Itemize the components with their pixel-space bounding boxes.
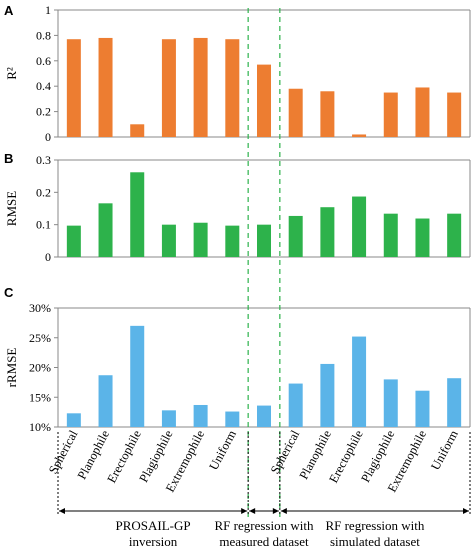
bar xyxy=(193,37,208,137)
bar xyxy=(415,390,430,427)
bar xyxy=(98,37,113,137)
bar xyxy=(383,379,398,427)
bar xyxy=(352,196,367,257)
bar xyxy=(161,224,176,257)
group-label: simulated dataset xyxy=(330,534,420,549)
y-tick-label: 10% xyxy=(29,420,51,434)
bar xyxy=(288,215,303,257)
panel-a: A 0 0.2 0.4 0.6 0.8 1 R² xyxy=(4,3,471,144)
y-tick-label: 0 xyxy=(45,250,51,264)
bar xyxy=(161,39,176,137)
panels: A 0 0.2 0.4 0.6 0.8 1 R² B 0 0.1 0.2 0.3 RMSE C 10% 15% 2… xyxy=(4,3,471,434)
y-axis-label: RMSE xyxy=(4,191,19,226)
bar xyxy=(66,225,81,257)
panel-b: B 0 0.1 0.2 0.3 RMSE xyxy=(4,151,471,264)
group-label: inversion xyxy=(129,534,178,549)
bar xyxy=(193,222,208,257)
y-tick-label: 30% xyxy=(29,301,51,315)
bar xyxy=(447,213,462,257)
bar xyxy=(66,39,81,137)
panel-letter: A xyxy=(4,3,14,18)
bar xyxy=(320,207,335,257)
y-tick-label: 0.6 xyxy=(36,54,51,68)
y-axis-label: R² xyxy=(4,67,19,80)
arrowhead xyxy=(280,508,287,514)
y-tick-label: 0.2 xyxy=(36,105,51,119)
group-label: measured dataset xyxy=(219,534,309,549)
group-label: RF regression with xyxy=(215,518,314,533)
y-tick-label: 0.8 xyxy=(36,28,51,42)
bar xyxy=(257,405,271,427)
bar xyxy=(320,363,335,427)
bar xyxy=(193,404,208,427)
y-tick-label: 0.3 xyxy=(36,153,51,167)
y-tick-label: 0.4 xyxy=(36,79,51,93)
bar xyxy=(257,224,271,257)
arrowhead xyxy=(241,508,248,514)
bar xyxy=(320,91,335,137)
bar xyxy=(383,92,398,137)
bar xyxy=(98,375,113,427)
y-tick-label: 20% xyxy=(29,361,51,375)
panel-c: C 10% 15% 20% 25% 30% rRMSE xyxy=(4,285,471,434)
bar xyxy=(447,378,462,427)
bar xyxy=(288,88,303,137)
bar xyxy=(225,411,240,427)
bar xyxy=(130,325,145,427)
panel-letter: B xyxy=(4,151,13,166)
x-category-labels: SphericalPlanophileErectophilePlagiophil… xyxy=(46,427,461,494)
arrowhead xyxy=(249,508,256,514)
bar xyxy=(352,336,367,427)
bar xyxy=(415,218,430,257)
bar xyxy=(161,410,176,427)
y-axis-label: rRMSE xyxy=(4,348,19,388)
bar xyxy=(415,87,430,137)
y-tick-label: 0 xyxy=(45,130,51,144)
bar xyxy=(98,203,113,257)
category-label: Spherical xyxy=(268,427,303,476)
group-label: PROSAIL-GP xyxy=(116,518,191,533)
bar xyxy=(288,383,303,427)
bar xyxy=(130,172,145,257)
arrowhead xyxy=(59,508,65,514)
category-label: Spherical xyxy=(46,427,81,476)
panel-letter: C xyxy=(4,285,14,300)
y-tick-label: 0.2 xyxy=(36,185,51,199)
arrowhead xyxy=(272,508,279,514)
arrowhead xyxy=(463,508,469,514)
y-tick-label: 15% xyxy=(29,390,51,404)
y-tick-label: 0.1 xyxy=(36,218,51,232)
bar xyxy=(225,39,240,137)
group-label: RF regression with xyxy=(325,518,424,533)
bar xyxy=(225,225,240,257)
bar xyxy=(66,413,81,427)
bar xyxy=(383,213,398,257)
bar xyxy=(130,124,145,137)
bar xyxy=(257,64,271,137)
y-tick-label: 25% xyxy=(29,331,51,345)
category-label: Uniform xyxy=(428,428,461,473)
y-tick-label: 1 xyxy=(45,3,51,17)
category-label: Uniform xyxy=(206,428,239,473)
bar xyxy=(447,92,462,137)
bar xyxy=(352,134,367,137)
